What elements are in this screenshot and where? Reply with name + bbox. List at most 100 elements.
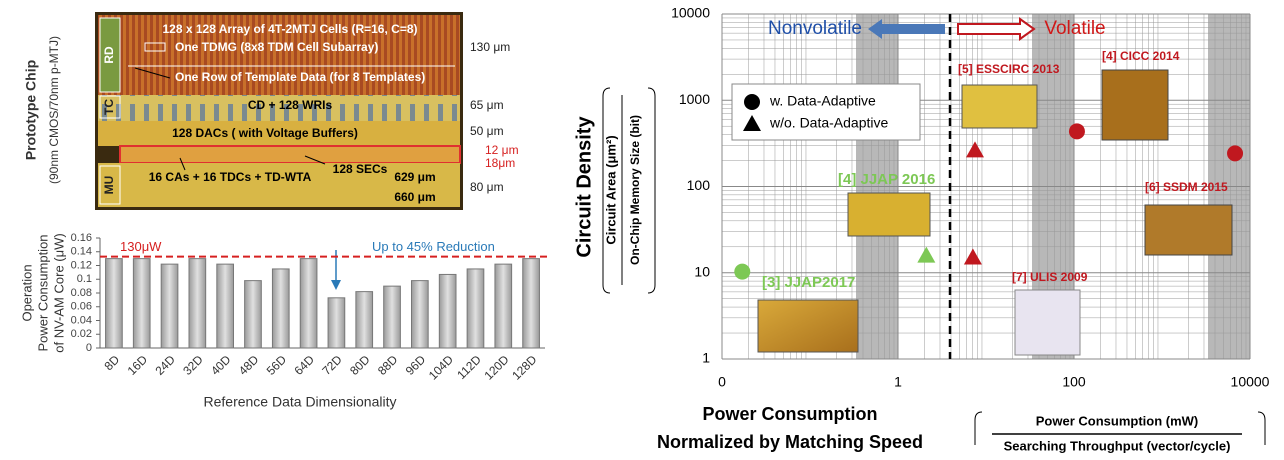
marker: [734, 264, 750, 280]
x-tick-label: 112D: [454, 352, 484, 382]
bar: [356, 292, 373, 348]
chip-label: 128 DACs ( with Voltage Buffers): [172, 126, 358, 140]
point-label: [4] JJAP 2016: [838, 171, 935, 188]
point-label: [5] ESSCIRC 2013: [958, 62, 1060, 76]
x-fraction-denominator: Searching Throughput (vector/cycle): [1004, 438, 1231, 453]
x-tick-label: 56D: [264, 352, 290, 378]
x-tick-label: 0: [718, 374, 726, 390]
x-tick-label: 10000: [1231, 374, 1270, 390]
x-axis-label: Reference Data Dimensionality: [204, 394, 397, 410]
chip-label: CD + 128 WRIs: [248, 98, 333, 112]
y-axis-label: of NV-AM Core (μW): [51, 233, 66, 352]
annotation-arrowhead: [331, 280, 341, 290]
y-tick-label: 0.14: [71, 246, 92, 258]
x-tick-label: 48D: [236, 352, 262, 378]
chip-image: [962, 85, 1037, 128]
bar: [328, 298, 345, 348]
bar: [272, 269, 289, 348]
bar: [439, 274, 456, 348]
y-tick-label: 0: [86, 342, 92, 354]
y-tick-label: 0.1: [77, 273, 92, 285]
bar: [217, 264, 234, 348]
chip-label: 16 CAs + 16 TDCs + TD-WTA: [149, 170, 312, 184]
right-label: Volatile: [1044, 18, 1105, 39]
bar: [523, 259, 540, 348]
x-tick-label: 72D: [319, 352, 345, 378]
y-axis-label: Operation: [19, 264, 34, 321]
legend-label: w/o. Data-Adaptive: [769, 115, 888, 131]
bar: [467, 269, 484, 348]
y-tick-label: 1: [702, 350, 710, 366]
y-tick-label: 10: [694, 263, 710, 279]
chip-label: 629 μm: [394, 170, 435, 184]
x-tick-label: 80D: [347, 352, 373, 378]
chip-image: [1145, 205, 1232, 255]
side-label: Prototype Chip: [23, 60, 39, 160]
x-tick-label: 16D: [125, 352, 151, 378]
point-label: [4] CICC 2014: [1102, 49, 1180, 63]
y-tick-label: 0.02: [71, 328, 92, 340]
bar: [300, 259, 317, 348]
y-tick-label: 0.12: [71, 259, 92, 271]
point-label: [3] JJAP2017: [762, 274, 855, 291]
block-label: RD: [102, 46, 116, 64]
bar: [412, 281, 429, 348]
dimension: 18μm: [485, 156, 515, 170]
dimension: 130 μm: [470, 40, 510, 54]
x-tick-label: 96D: [403, 352, 429, 378]
marker: [1069, 123, 1085, 139]
x-tick-label: 120D: [481, 352, 511, 382]
chip-label: 660 μm: [394, 190, 435, 204]
point-label: [7] ULIS 2009: [1012, 270, 1088, 284]
x-axis-label: Power Consumption: [703, 404, 878, 424]
x-tick-label: 100: [1062, 374, 1086, 390]
bar: [245, 281, 262, 348]
chip-label: One TDMG (8x8 TDM Cell Subarray): [175, 40, 378, 54]
y-tick-label: 0.06: [71, 301, 92, 313]
point-label: [6] SSDM 2015: [1145, 180, 1228, 194]
annotation: Up to 45% Reduction: [372, 239, 495, 254]
dimension: 65 μm: [470, 98, 504, 112]
reference-label: 130μW: [120, 239, 162, 254]
y-tick-label: 0.16: [71, 232, 92, 244]
bar: [189, 259, 206, 348]
dimension: 50 μm: [470, 124, 504, 138]
x-tick-label: 104D: [426, 352, 456, 382]
y-fraction-denominator: On-Chip Memory Size (bit): [628, 115, 642, 265]
figure: RD TC MU 128 x 128 Array of 4T-2MTJ Cell…: [0, 0, 1284, 455]
bar: [384, 286, 401, 348]
x-tick-label: 8D: [102, 352, 123, 373]
bar: [495, 264, 512, 348]
left-label: Nonvolatile: [768, 18, 862, 39]
x-axis-label: Normalized by Matching Speed: [657, 432, 923, 452]
x-fraction-numerator: Power Consumption (mW): [1036, 413, 1199, 428]
x-tick-label: 128D: [509, 352, 539, 382]
bar: [161, 264, 178, 348]
x-tick-label: 40D: [208, 352, 234, 378]
dimension: 80 μm: [470, 180, 504, 194]
legend-label: w. Data-Adaptive: [769, 93, 876, 109]
chip-image: [1102, 70, 1168, 140]
x-tick-label: 24D: [152, 352, 178, 378]
y-fraction-numerator: Circuit Area (μm²): [603, 135, 618, 244]
legend-marker: [744, 94, 760, 110]
chip-label: 128 x 128 Array of 4T-2MTJ Cells (R=16, …: [162, 22, 417, 36]
block-label: TC: [102, 99, 116, 115]
chip-image: [848, 193, 930, 236]
chip-image: [1015, 290, 1080, 355]
block-label: MU: [102, 176, 116, 195]
chip-label: One Row of Template Data (for 8 Template…: [175, 70, 425, 84]
y-tick-label: 1000: [679, 91, 710, 107]
bar: [106, 259, 123, 348]
y-axis-label: Circuit Density: [573, 116, 595, 258]
chip-sec: [120, 146, 460, 163]
side-sublabel: (90nm CMOS/70nm p-MTJ): [47, 36, 61, 184]
x-tick-label: 64D: [291, 352, 317, 378]
x-tick-label: 1: [894, 374, 902, 390]
dimension: 12 μm: [485, 143, 519, 157]
y-tick-label: 10000: [671, 5, 710, 21]
chip-label: 128 SECs: [333, 162, 388, 176]
chip-photo: RD TC MU 128 x 128 Array of 4T-2MTJ Cell…: [95, 12, 463, 210]
x-tick-label: 32D: [180, 352, 206, 378]
y-tick-label: 0.08: [71, 287, 92, 299]
